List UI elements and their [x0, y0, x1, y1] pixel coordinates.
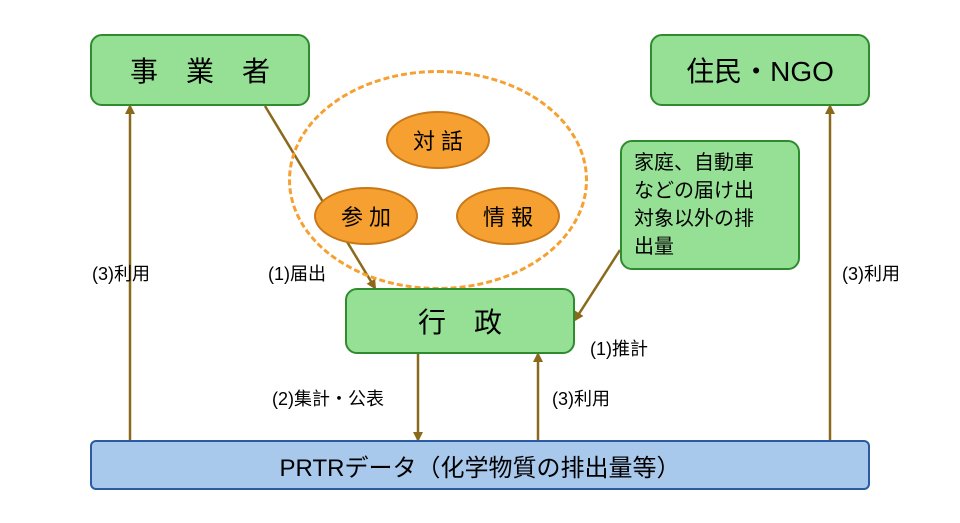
- node-business: 事 業 者: [90, 34, 310, 106]
- diagram-canvas: 事 業 者 住民・NGO 行 政 家庭、自動車 などの届け出 対象以外の排 出量…: [0, 0, 960, 523]
- node-household: 家庭、自動車 などの届け出 対象以外の排 出量: [620, 140, 800, 270]
- ellipse-dialog: 対 話: [386, 111, 490, 169]
- node-prtr-data: PRTRデータ（化学物質の排出量等）: [90, 440, 870, 490]
- ellipse-info-label: 情 報: [483, 200, 533, 232]
- edge-label-prtr-to-res: (3)利用: [842, 260, 900, 286]
- node-residents-label: 住民・NGO: [686, 50, 834, 90]
- node-government-label: 行 政: [418, 301, 502, 341]
- node-prtr-label: PRTRデータ（化学物質の排出量等）: [280, 448, 681, 483]
- ellipse-dialog-label: 対 話: [413, 124, 463, 156]
- edge-label-gov-to-prtr: (2)集計・公表: [272, 385, 384, 411]
- edge-label-biz-to-gov: (1)届出: [268, 260, 326, 286]
- node-residents: 住民・NGO: [650, 34, 870, 106]
- edge-label-prtr-to-biz: (3)利用: [92, 260, 150, 286]
- edge-label-hh-to-gov: (1)推計: [590, 335, 648, 361]
- ellipse-info: 情 報: [456, 187, 560, 245]
- node-household-label: 家庭、自動車 などの届け出 対象以外の排 出量: [634, 149, 754, 261]
- ellipse-participate-label: 参 加: [341, 200, 391, 232]
- dashed-group-ellipse: [288, 70, 588, 290]
- node-government: 行 政: [345, 288, 575, 354]
- ellipse-participate: 参 加: [314, 187, 418, 245]
- node-business-label: 事 業 者: [130, 50, 270, 90]
- edge-hh-to-gov: [575, 250, 620, 320]
- edge-label-prtr-to-gov: (3)利用: [552, 385, 610, 411]
